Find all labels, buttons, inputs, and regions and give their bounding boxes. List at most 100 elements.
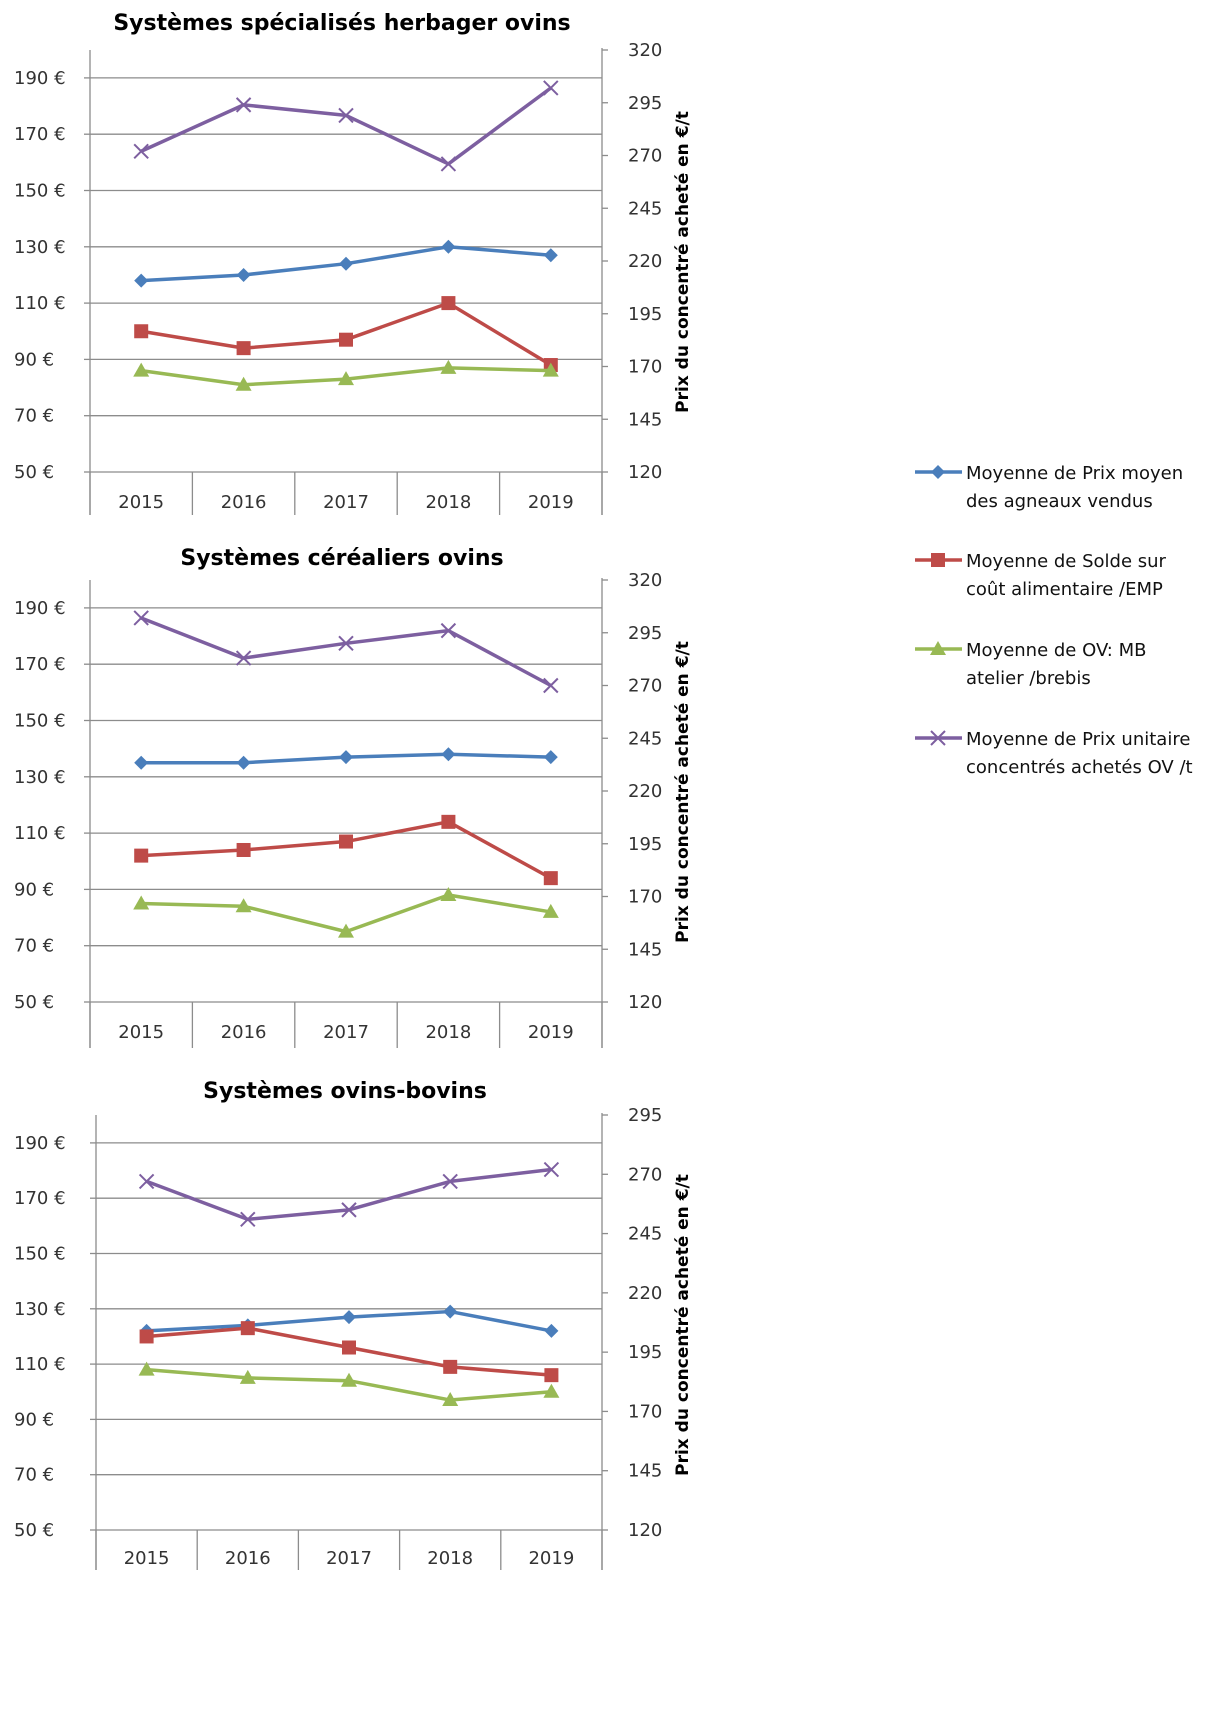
data-point <box>342 1310 356 1325</box>
y2-tick-label: 220 <box>628 1283 662 1304</box>
data-point <box>134 273 149 288</box>
y-tick-label: 130 € <box>14 767 66 788</box>
legend-label: Moyenne de Solde sur <box>966 551 1167 572</box>
y-tick-label: 70 € <box>14 1465 54 1486</box>
y-tick-label: 90 € <box>14 879 54 900</box>
y-tick-label: 190 € <box>14 1133 66 1154</box>
data-point <box>134 324 149 339</box>
x-tick-label: 2018 <box>427 1548 473 1569</box>
data-point <box>133 362 150 377</box>
series-3 <box>133 887 559 938</box>
data-point <box>138 1173 155 1190</box>
y2-tick-label: 195 <box>628 1342 662 1363</box>
y-tick-label: 70 € <box>14 406 54 427</box>
y-tick-label: 150 € <box>14 1244 66 1265</box>
y2-tick-label: 195 <box>628 834 662 855</box>
data-point <box>138 1361 155 1376</box>
data-point <box>441 239 456 254</box>
legend-item: Moyenne de Prix moyen des agneaux vendus <box>915 463 1183 512</box>
chart-3: Systèmes ovins-bovins 190 € 170 € 150 € 130 … <box>14 1079 693 1570</box>
data-point <box>236 267 251 282</box>
y-tick-label: 190 € <box>14 598 66 619</box>
data-point <box>443 1304 458 1319</box>
y2-tick-label: 170 <box>628 357 662 378</box>
y2-tick-label: 145 <box>628 939 662 960</box>
series-1 <box>134 239 558 288</box>
series-2 <box>134 296 558 373</box>
legend-label: Moyenne de OV: MB <box>966 640 1146 661</box>
data-point <box>338 107 354 124</box>
series-3 <box>133 359 559 391</box>
series-4 <box>138 1161 560 1228</box>
x-tick-label: 2019 <box>528 492 574 513</box>
data-point <box>236 755 251 770</box>
data-point <box>441 747 456 762</box>
legend-item: Moyenne de OV: MB atelier /brebis <box>915 640 1146 689</box>
data-point <box>543 750 558 765</box>
y2-tick-label: 295 <box>628 1105 662 1126</box>
x-tick-label: 2019 <box>528 1022 574 1043</box>
data-point <box>339 256 353 271</box>
series-1 <box>134 747 558 770</box>
x-tick-label: 2015 <box>124 1548 170 1569</box>
y2-tick-label: 270 <box>628 1164 662 1185</box>
y2-tick-label: 120 <box>628 1520 662 1541</box>
series-line <box>145 1167 552 1222</box>
legend-label: Moyenne de Prix moyen <box>966 463 1183 484</box>
data-point <box>338 635 354 652</box>
chart-1: Systèmes spécialisés herbager ovins 190 €… <box>14 11 693 515</box>
data-point <box>339 332 353 347</box>
x-tick-label: 2018 <box>425 1022 471 1043</box>
y2-tick-label: 270 <box>628 146 662 167</box>
series-2 <box>139 1321 559 1383</box>
y2-axis-label: Prix du concentré acheté en €/t <box>673 641 693 943</box>
y2-tick-label: 245 <box>628 728 662 749</box>
y2-tick-label: 320 <box>628 570 662 591</box>
y-tick-label: 50 € <box>14 1520 54 1541</box>
x-tick-label: 2017 <box>326 1548 372 1569</box>
data-point <box>139 1329 154 1344</box>
x-tick-label: 2015 <box>118 492 164 513</box>
y-tick-label: 50 € <box>14 462 54 483</box>
legend-marker <box>931 553 945 567</box>
y-tick-label: 70 € <box>14 936 54 957</box>
data-point <box>443 1359 458 1374</box>
data-point <box>133 610 149 626</box>
series-4 <box>133 80 559 172</box>
data-point <box>440 622 457 639</box>
y2-tick-label: 295 <box>628 93 662 114</box>
legend-marker <box>930 730 946 746</box>
chart-title: Systèmes spécialisés herbager ovins <box>113 11 570 36</box>
chart-2: Systèmes céréaliers ovins 190 € 170 € 150 €… <box>14 546 693 1048</box>
data-point <box>240 1321 255 1336</box>
y2-tick-label: 295 <box>628 623 662 644</box>
y-tick-label: 190 € <box>14 68 66 89</box>
x-tick-label: 2016 <box>221 492 267 513</box>
y2-tick-label: 245 <box>628 198 662 219</box>
y-tick-label: 150 € <box>14 181 66 202</box>
y2-axis-label: Prix du concentré acheté en €/t <box>673 1174 693 1476</box>
y-tick-label: 90 € <box>14 1409 54 1430</box>
y-tick-label: 110 € <box>14 823 66 844</box>
data-point <box>339 834 353 849</box>
y2-tick-label: 270 <box>628 676 662 697</box>
data-point <box>442 1173 458 1190</box>
data-point <box>543 677 559 694</box>
x-tick-label: 2016 <box>221 1022 267 1043</box>
x-tick-label: 2018 <box>425 492 471 513</box>
data-point <box>440 359 457 374</box>
legend-label: Moyenne de Prix unitaire <box>966 729 1190 750</box>
data-point <box>235 97 252 113</box>
y2-tick-label: 120 <box>628 462 662 483</box>
series-4 <box>133 610 559 694</box>
data-point <box>542 903 559 918</box>
data-point <box>133 895 150 910</box>
y2-tick-label: 145 <box>628 1461 662 1482</box>
data-point <box>442 1392 459 1407</box>
y-tick-label: 170 € <box>14 1188 66 1209</box>
y2-tick-label: 245 <box>628 1224 662 1245</box>
data-point <box>339 750 353 765</box>
data-point <box>441 296 456 311</box>
